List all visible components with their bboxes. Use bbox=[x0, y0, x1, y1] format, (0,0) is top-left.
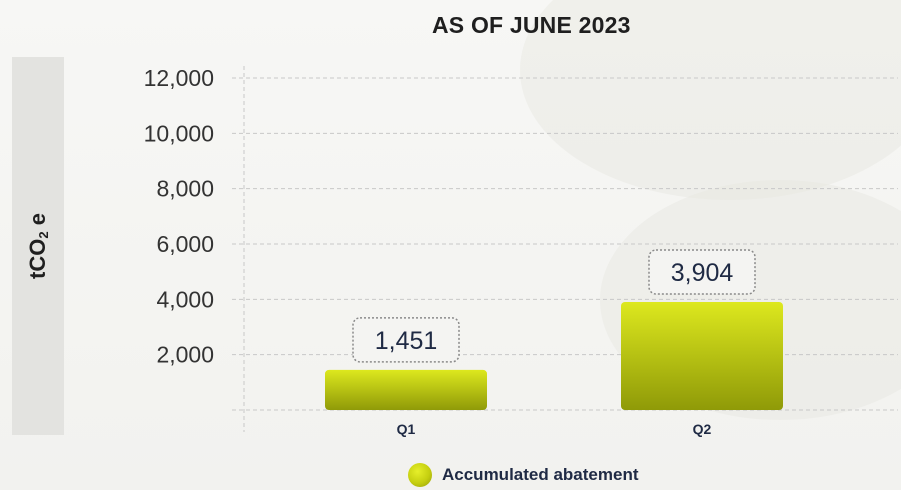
bar-q1 bbox=[325, 369, 487, 410]
data-label: 1,451 bbox=[375, 327, 438, 355]
legend-swatch bbox=[408, 463, 432, 487]
y-tick-label: 10,000 bbox=[144, 120, 214, 146]
bar-q2 bbox=[621, 301, 783, 410]
legend-label: Accumulated abatement bbox=[442, 465, 639, 484]
data-label-box bbox=[648, 249, 756, 295]
data-label: 3,904 bbox=[671, 259, 734, 287]
x-tick-label: Q2 bbox=[693, 421, 712, 437]
x-tick-label: Q1 bbox=[397, 421, 416, 437]
bar-chart: 2,000 4,000 6,000 8,000 10,000 12,000 Q1 1,451 Q… bbox=[144, 65, 898, 437]
y-tick-label: 8,000 bbox=[156, 176, 214, 202]
y-tick-label: 6,000 bbox=[156, 231, 214, 257]
y-tick-label: 4,000 bbox=[156, 286, 214, 312]
y-axis-band bbox=[12, 57, 64, 435]
y-tick-label: 12,000 bbox=[144, 65, 214, 91]
legend: Accumulated abatement bbox=[408, 462, 639, 488]
data-label-box bbox=[352, 317, 460, 363]
chart-title: AS OF JUNE 2023 bbox=[432, 12, 631, 38]
y-tick-label: 2,000 bbox=[156, 342, 214, 368]
